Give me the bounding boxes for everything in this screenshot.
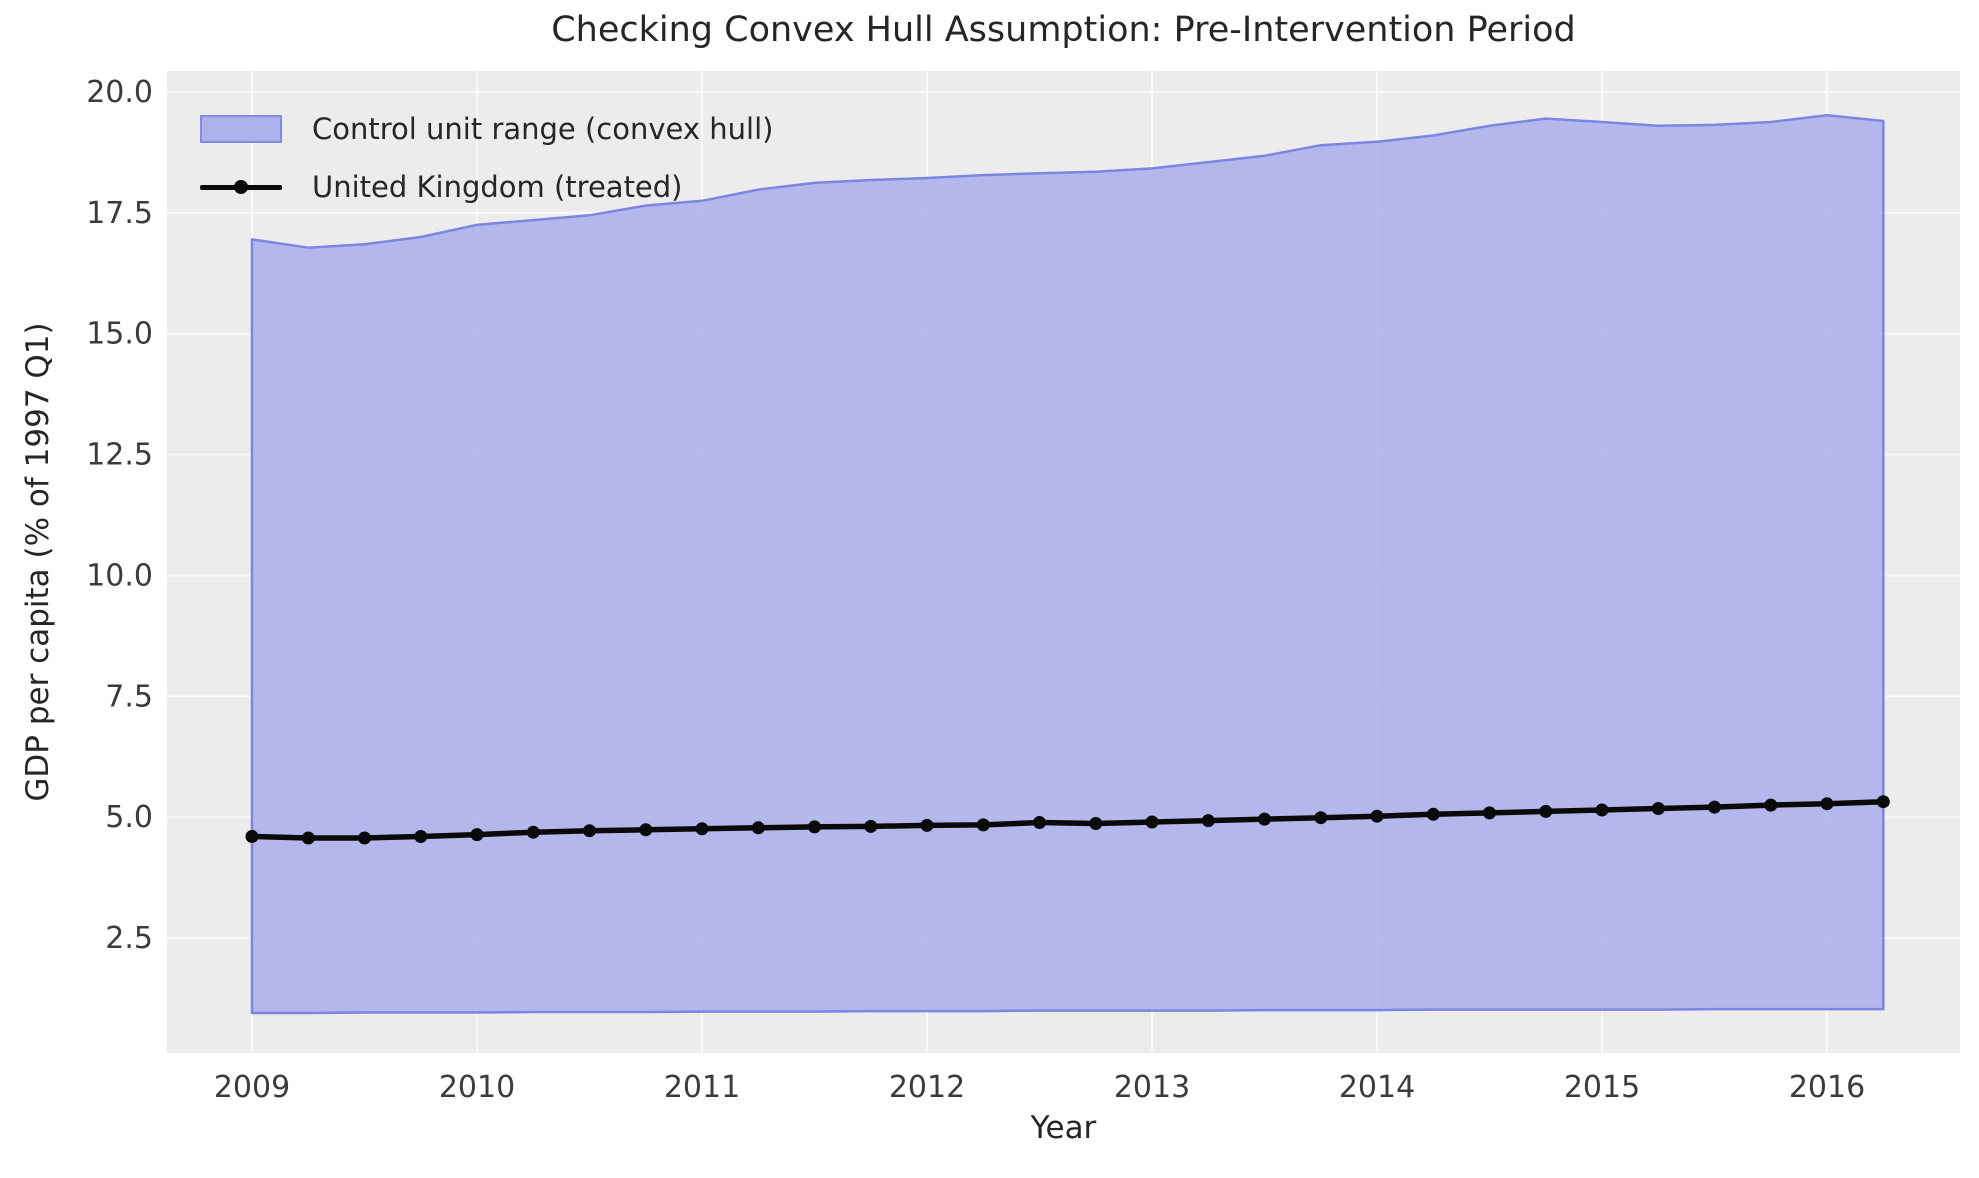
treated-line-marker xyxy=(1201,814,1215,828)
treated-line-marker xyxy=(1089,817,1103,830)
x-tick-label: 2014 xyxy=(1339,1070,1415,1105)
legend-label-convex-hull: Control unit range (convex hull) xyxy=(312,112,774,146)
chart-title: Checking Convex Hull Assumption: Pre-Int… xyxy=(551,10,1576,50)
treated-line-marker xyxy=(358,831,371,845)
y-tick-label: 7.5 xyxy=(105,679,153,714)
legend-label-united-kingdom: United Kingdom (treated) xyxy=(312,170,683,204)
treated-line-marker xyxy=(526,825,540,839)
treated-line-marker xyxy=(1370,809,1384,823)
x-tick-label: 2012 xyxy=(889,1070,965,1105)
y-tick-label: 15.0 xyxy=(86,317,153,352)
x-tick-label: 2010 xyxy=(439,1070,515,1105)
treated-line-marker xyxy=(1820,797,1834,811)
x-tick-label: 2013 xyxy=(1114,1070,1190,1105)
y-tick-label: 12.5 xyxy=(86,438,153,473)
treated-line-marker xyxy=(1651,802,1665,815)
treated-line-marker xyxy=(1595,803,1609,817)
y-tick-label: 5.0 xyxy=(105,800,153,835)
y-tick-label: 10.0 xyxy=(86,559,153,594)
treated-line-marker xyxy=(920,818,934,832)
legend-item-convex-hull: Control unit range (convex hull) xyxy=(200,100,773,158)
treated-line-marker xyxy=(1426,807,1440,821)
treated-line-marker xyxy=(1258,812,1271,826)
x-axis-label: Year xyxy=(1030,1110,1097,1146)
treated-line-marker xyxy=(751,821,765,835)
treated-line-marker xyxy=(414,830,428,843)
treated-line-marker xyxy=(976,818,990,832)
y-tick-label: 20.0 xyxy=(86,75,153,110)
treated-line-marker xyxy=(1145,815,1159,829)
y-tick-label: 2.5 xyxy=(105,921,153,956)
treated-line-marker xyxy=(1876,795,1890,809)
treated-line-marker xyxy=(1764,798,1778,812)
legend-item-united-kingdom: United Kingdom (treated) xyxy=(200,158,773,216)
x-tick-label: 2011 xyxy=(664,1070,740,1105)
legend-line-marker-icon xyxy=(200,179,282,195)
x-tick-label: 2009 xyxy=(214,1070,290,1105)
treated-line-marker xyxy=(639,823,653,837)
treated-line-marker xyxy=(808,820,821,834)
treated-line-marker xyxy=(1314,811,1328,825)
treated-line-marker xyxy=(1539,804,1553,818)
treated-line-marker xyxy=(695,822,709,836)
treated-line-marker xyxy=(864,819,878,833)
treated-line-marker xyxy=(301,831,315,845)
convex-hull-band xyxy=(250,113,1885,1015)
x-tick-label: 2016 xyxy=(1789,1070,1865,1105)
treated-line-marker xyxy=(1483,806,1496,820)
treated-line-marker xyxy=(1033,816,1046,829)
treated-line-marker xyxy=(470,828,484,842)
y-axis-label: GDP per capita (% of 1997 Q1) xyxy=(20,322,56,802)
treated-line-marker xyxy=(245,830,259,843)
treated-line-marker xyxy=(583,824,596,838)
y-tick-label: 17.5 xyxy=(86,196,153,231)
treated-line-marker xyxy=(1708,800,1721,814)
treated-line xyxy=(249,798,1887,841)
x-tick-label: 2015 xyxy=(1564,1070,1640,1105)
legend-patch-icon xyxy=(200,115,282,143)
legend: Control unit range (convex hull) United … xyxy=(200,100,773,216)
